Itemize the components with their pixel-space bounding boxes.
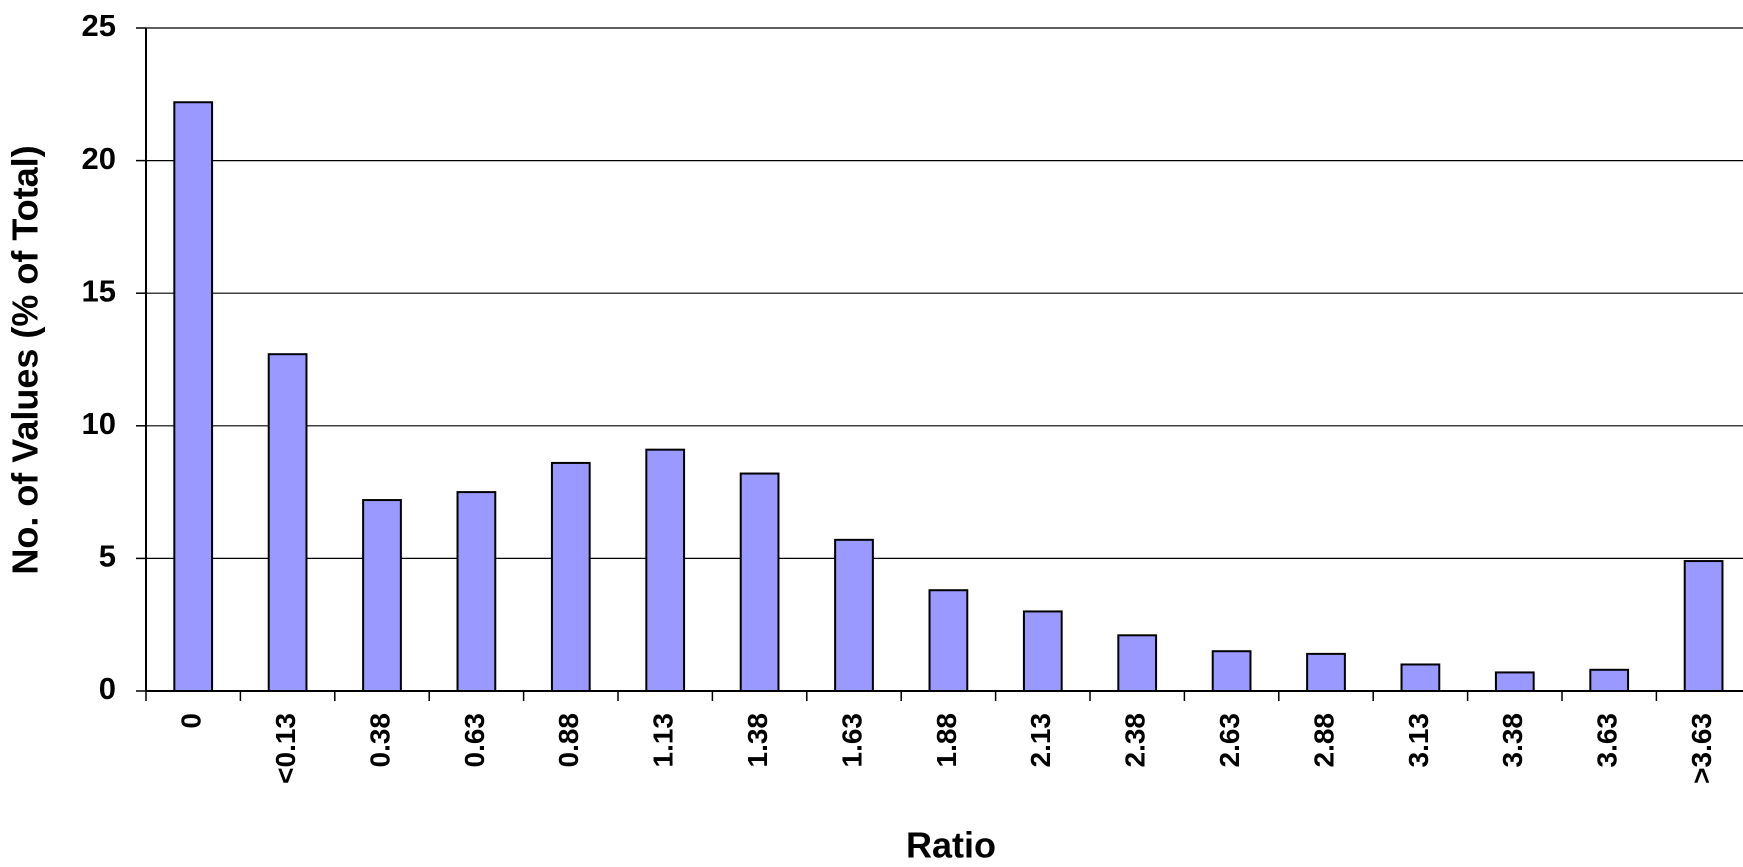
- bar: [834, 538, 874, 692]
- x-tick-label: <0.13: [270, 713, 301, 784]
- bar: [1400, 663, 1441, 692]
- x-tick-label: 0.88: [553, 713, 584, 768]
- x-tick-label: 1.88: [931, 713, 962, 768]
- bar: [362, 499, 402, 692]
- bar: [267, 353, 308, 692]
- bar: [928, 589, 969, 692]
- x-tick-label: 1.13: [648, 713, 679, 768]
- x-tick-label: 0.63: [459, 713, 490, 768]
- y-tick-label: 5: [99, 539, 116, 574]
- x-tick-label: 3.63: [1592, 713, 1623, 768]
- y-axis-title: No. of Values (% of Total): [5, 145, 46, 574]
- x-axis-title: Ratio: [906, 825, 996, 866]
- y-tick-label: 20: [82, 141, 116, 176]
- x-tick-label: 3.13: [1403, 713, 1434, 768]
- bar: [1117, 634, 1158, 692]
- bar: [645, 448, 686, 692]
- y-tick-label: 25: [82, 8, 116, 43]
- x-tick-label: 2.88: [1308, 713, 1339, 768]
- x-tick-label: 2.63: [1214, 713, 1245, 768]
- bar: [1022, 610, 1063, 692]
- x-tick-label: >3.63: [1686, 713, 1717, 784]
- y-tick-label: 0: [99, 671, 116, 706]
- x-tick-label: 2.13: [1025, 713, 1056, 768]
- x-tick-label: 1.63: [836, 713, 867, 768]
- bar: [1494, 671, 1535, 692]
- bar: [1589, 668, 1630, 692]
- bar: [1683, 560, 1724, 692]
- bar: [1306, 652, 1346, 693]
- x-tick-label: 3.38: [1497, 713, 1528, 768]
- bar: [173, 101, 214, 693]
- x-tick-label: 1.38: [742, 713, 773, 768]
- bar: [456, 491, 497, 692]
- y-tick-label: 15: [82, 273, 116, 308]
- y-tick-label: 10: [82, 406, 116, 441]
- x-tick-label: 2.38: [1120, 713, 1151, 768]
- x-tick-label: 0.38: [364, 713, 395, 768]
- bar: [1211, 650, 1252, 692]
- bar: [550, 461, 591, 693]
- x-tick-label: 0: [176, 713, 207, 729]
- bar: [739, 472, 780, 693]
